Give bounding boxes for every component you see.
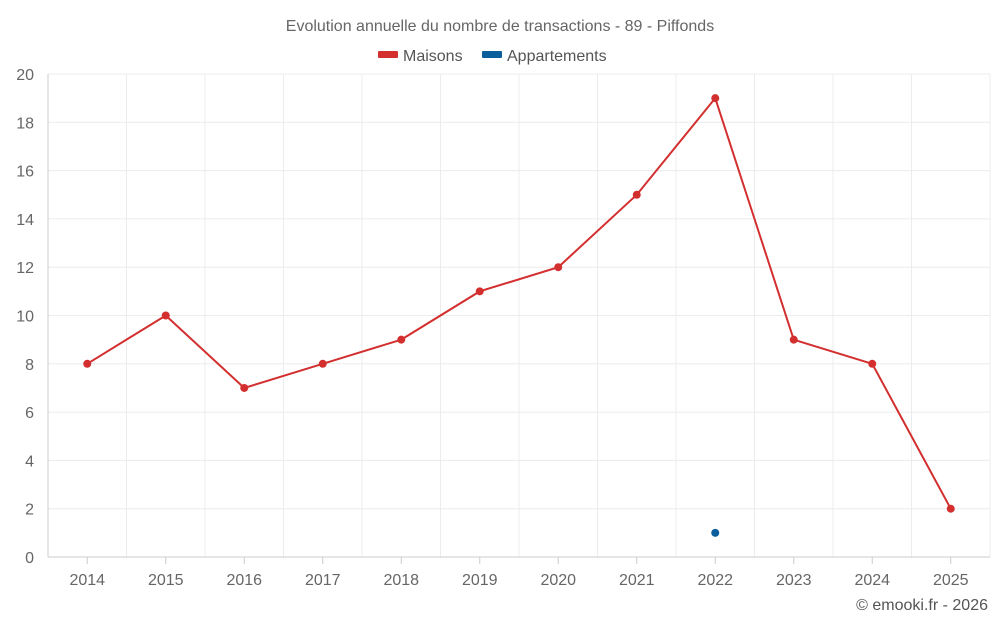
data-point-maisons-2021 — [632, 190, 641, 199]
series-line-0 — [86, 96, 952, 510]
data-point-maisons-2017 — [318, 359, 327, 368]
y-tick-label: 4 — [25, 453, 34, 470]
data-point-maisons-2024 — [868, 359, 877, 368]
chart-title: Evolution annuelle du nombre de transact… — [286, 18, 714, 35]
data-point-maisons-2022 — [711, 94, 720, 103]
data-point-appartements-2022 — [711, 528, 720, 537]
y-tick-label: 16 — [16, 164, 34, 181]
x-tick-label: 2020 — [540, 572, 576, 589]
y-tick-label: 20 — [16, 67, 34, 84]
legend: Maisons Appartements — [378, 48, 607, 65]
x-tick-label: 2015 — [148, 572, 184, 589]
y-tick-label: 18 — [16, 115, 34, 132]
data-point-maisons-2015 — [161, 311, 170, 320]
y-tick-label: 14 — [16, 212, 34, 229]
data-point-maisons-2023 — [789, 335, 798, 344]
data-point-maisons-2018 — [397, 335, 406, 344]
data-point-maisons-2020 — [554, 263, 563, 272]
grid — [47, 73, 991, 557]
axes: 0 2 4 6 8 10 12 14 16 18 20 2014 2015 2016 2017 2018 201… — [16, 67, 990, 589]
y-tick-label: 8 — [25, 357, 34, 374]
legend-label: Maisons — [403, 48, 463, 65]
y-tick-label: 2 — [25, 502, 34, 519]
legend-swatch-0 — [378, 51, 398, 58]
x-tick-label: 2023 — [776, 572, 812, 589]
data-point-maisons-2014 — [83, 359, 92, 368]
data-point-maisons-2019 — [475, 287, 484, 296]
data-point-maisons-2025 — [946, 504, 955, 513]
credit-text: © emooki.fr - 2026 — [856, 597, 988, 614]
x-tick-label: 2024 — [854, 572, 890, 589]
x-tick-label: 2022 — [697, 572, 733, 589]
x-tick-label: 2016 — [226, 572, 262, 589]
x-tick-label: 2017 — [305, 572, 341, 589]
y-tick-label: 6 — [25, 405, 34, 422]
legend-swatch-1 — [482, 51, 502, 58]
data-point-maisons-2016 — [240, 383, 249, 392]
series — [83, 94, 955, 537]
legend-label: Appartements — [507, 48, 607, 65]
x-tick-label: 2018 — [383, 572, 419, 589]
y-tick-label: 10 — [16, 309, 34, 326]
x-tick-label: 2019 — [462, 572, 498, 589]
x-tick-label: 2025 — [933, 572, 969, 589]
x-tick-label: 2014 — [69, 572, 105, 589]
x-tick-label: 2021 — [619, 572, 655, 589]
y-tick-label: 0 — [25, 550, 34, 567]
y-tick-label: 12 — [16, 260, 34, 277]
